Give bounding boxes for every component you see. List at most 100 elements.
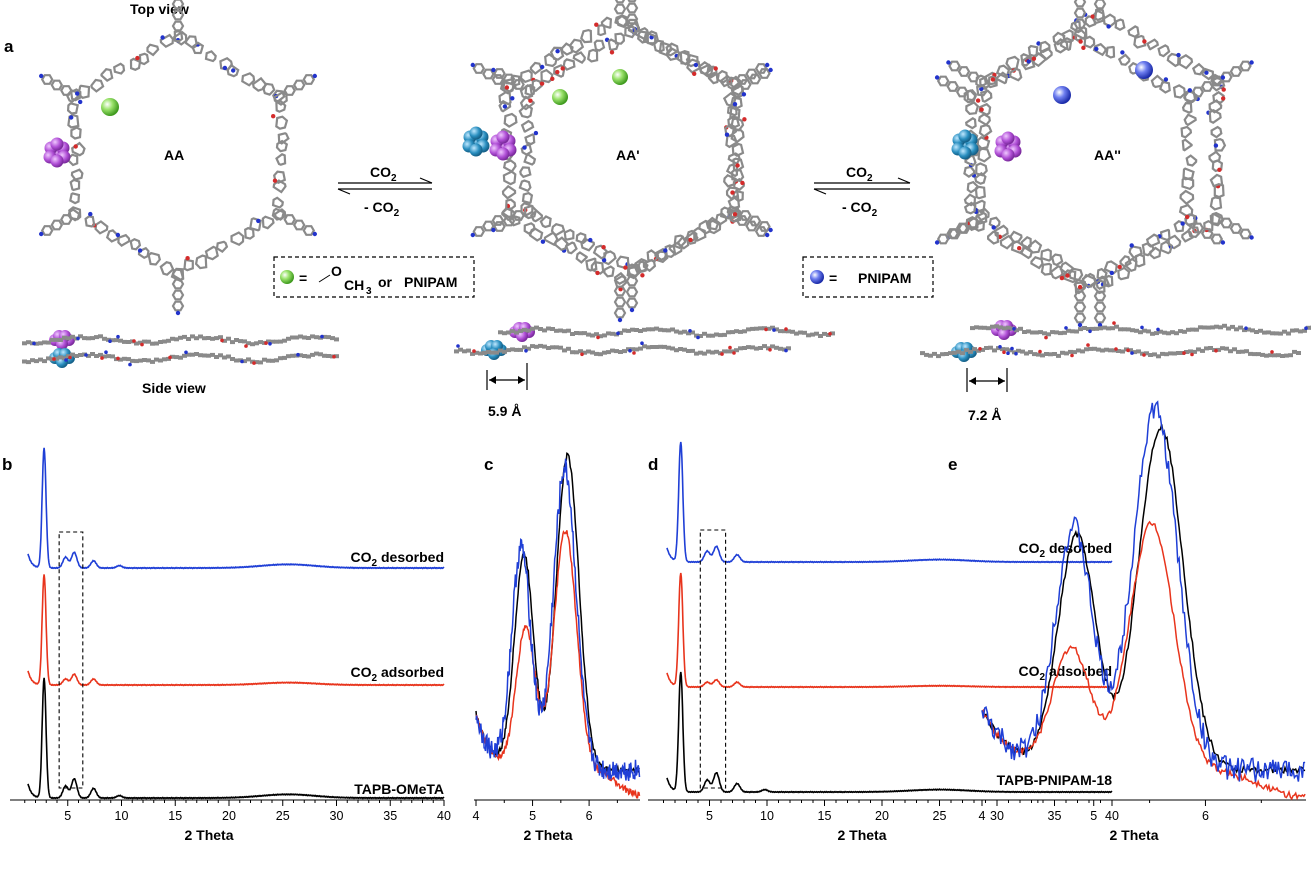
panel-label-e: e xyxy=(948,455,957,474)
benzene-ring xyxy=(520,143,533,156)
side-view-aa xyxy=(22,334,339,367)
benzene-ring xyxy=(1073,301,1087,313)
benzene-ring xyxy=(1157,44,1171,58)
svg-text:- CO2: - CO2 xyxy=(842,199,878,219)
benzene-ring xyxy=(572,51,586,64)
benzene-ring xyxy=(472,226,486,237)
heteroatom xyxy=(540,239,546,244)
zoom-region-box xyxy=(699,529,727,789)
heteroatom xyxy=(588,237,593,243)
benzene-ring xyxy=(112,62,126,75)
benzene-ring xyxy=(129,237,142,251)
benzene-ring xyxy=(171,300,185,312)
benzene-ring xyxy=(521,191,534,205)
benzene-ring xyxy=(665,42,680,57)
benzene-ring xyxy=(171,20,185,32)
heteroatom xyxy=(1031,56,1037,61)
heteroatom xyxy=(75,91,80,96)
benzene-ring xyxy=(519,95,535,111)
terminal-n xyxy=(934,240,940,245)
benzene-ring xyxy=(275,153,287,166)
heteroatom xyxy=(540,64,545,70)
benzene-ring xyxy=(625,13,639,25)
benzene-ring xyxy=(498,90,512,106)
benzene-ring xyxy=(503,112,518,128)
x-axis-label: 2 Theta xyxy=(184,827,233,843)
benzene-ring xyxy=(955,86,969,98)
benzene-ring xyxy=(518,179,532,193)
benzene-ring xyxy=(748,215,762,227)
benzene-ring xyxy=(946,81,959,92)
teal-cluster-icon xyxy=(462,126,490,157)
benzene-ring xyxy=(261,215,275,230)
benzene-ring xyxy=(562,58,576,71)
benzene-ring xyxy=(739,79,752,90)
panel-label-b: b xyxy=(2,455,12,474)
benzene-ring xyxy=(524,133,536,146)
terminal-n xyxy=(1077,322,1083,328)
green-ball-icon xyxy=(101,98,119,116)
benzene-ring xyxy=(973,199,986,214)
benzene-ring xyxy=(1187,225,1201,239)
benzene-ring xyxy=(275,139,289,153)
benzene-ring xyxy=(1181,230,1194,243)
heteroatom xyxy=(979,107,984,112)
benzene-ring xyxy=(1141,241,1155,257)
x-tick-label: 25 xyxy=(933,809,947,823)
svg-text:=: = xyxy=(299,270,307,286)
benzene-ring xyxy=(1191,86,1205,98)
heteroatom xyxy=(595,270,600,276)
stacking-label-aa: AA xyxy=(164,147,184,163)
heteroatom xyxy=(601,245,606,250)
series-label: CO2 adsorbed xyxy=(351,664,444,684)
benzene-ring xyxy=(964,154,977,167)
heteroatom xyxy=(555,69,560,75)
benzene-ring xyxy=(1092,42,1107,57)
benzene-ring xyxy=(68,206,82,221)
x-axis-label: 2 Theta xyxy=(1109,827,1158,843)
terminal-n xyxy=(1220,240,1226,245)
series-label: CO2 adsorbed xyxy=(1019,663,1112,683)
x-tick-label: 30 xyxy=(330,809,344,823)
heteroatom xyxy=(1081,45,1086,50)
benzene-ring xyxy=(519,69,533,84)
benzene-ring xyxy=(1211,159,1224,173)
benzene-ring xyxy=(1210,75,1224,87)
heteroatom xyxy=(991,225,996,230)
x-tick-label: 20 xyxy=(875,809,889,823)
x-tick-label: 5 xyxy=(64,809,71,823)
x-tick-label: 35 xyxy=(383,809,397,823)
heteroatom xyxy=(594,22,599,27)
x-tick-label: 4 xyxy=(473,809,480,823)
benzene-ring xyxy=(194,254,208,270)
heteroatom xyxy=(231,68,236,73)
benzene-ring xyxy=(512,79,525,90)
terminal-n xyxy=(312,231,317,237)
benzene-ring xyxy=(1053,38,1069,54)
svg-text:PNIPAM: PNIPAM xyxy=(858,270,911,286)
heteroatom xyxy=(1213,143,1219,148)
benzene-ring xyxy=(519,166,532,179)
benzene-ring xyxy=(1073,0,1087,8)
equilibrium-arrow-1: CO2 - CO2 xyxy=(337,164,433,219)
benzene-ring xyxy=(1181,138,1193,152)
heteroatom xyxy=(1221,96,1226,101)
benzene-ring xyxy=(226,64,240,78)
benzene-ring xyxy=(575,232,587,245)
zoom-region-box xyxy=(58,531,84,789)
benzene-ring xyxy=(1208,109,1222,124)
heteroatom xyxy=(979,86,984,92)
heteroatom xyxy=(1117,264,1122,270)
heteroatom xyxy=(1204,70,1209,75)
benzene-ring xyxy=(1027,44,1039,58)
benzene-ring xyxy=(524,83,536,97)
benzene-ring xyxy=(77,84,91,99)
heteroatom xyxy=(1017,246,1022,251)
heteroatom xyxy=(1180,221,1185,226)
benzene-ring xyxy=(668,241,683,256)
benzene-ring xyxy=(146,43,160,57)
benzene-ring xyxy=(758,68,771,79)
pxrd-plot-d: 5 10 15 20 25 30 35 40 2 Theta CO2 desorbed CO2 ad… xyxy=(648,441,1119,843)
blue-ball-icon xyxy=(810,270,824,284)
benzene-ring xyxy=(978,102,992,116)
